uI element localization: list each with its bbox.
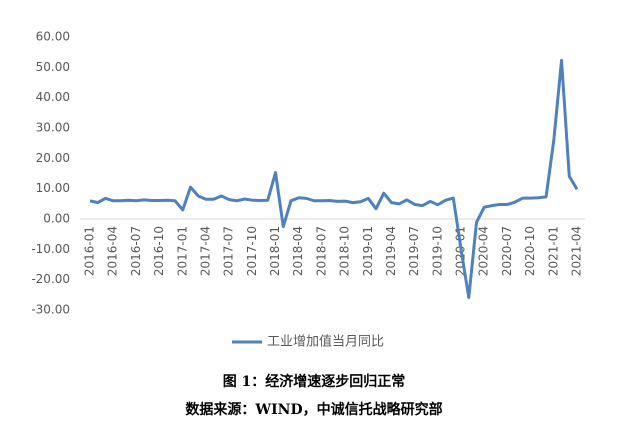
x-tick-label: 2020-07 bbox=[500, 226, 514, 276]
x-tick-label: 2019-07 bbox=[407, 226, 421, 276]
x-tick-label: 2021-01 bbox=[546, 226, 560, 276]
x-tick-label: 2019-01 bbox=[361, 226, 375, 276]
x-tick-label: 2016-01 bbox=[83, 226, 97, 276]
x-tick-label: 2016-07 bbox=[129, 226, 143, 276]
x-tick-label: 2019-10 bbox=[430, 226, 444, 276]
x-tick-label: 2018-10 bbox=[338, 226, 352, 276]
y-tick-label: -30.00 bbox=[31, 303, 70, 317]
line bbox=[89, 58, 579, 300]
x-tick-label: 2020-10 bbox=[523, 226, 537, 276]
x-tick-label: 2017-10 bbox=[245, 226, 259, 276]
y-tick-label: 10.00 bbox=[36, 181, 70, 195]
y-tick-label: -10.00 bbox=[31, 242, 70, 256]
y-tick-label: -20.00 bbox=[31, 272, 70, 286]
y-tick-label: 0.00 bbox=[43, 212, 70, 226]
x-tick-label: 2020-04 bbox=[477, 226, 491, 276]
y-tick-label: 60.00 bbox=[36, 30, 70, 44]
x-tick-label: 2018-04 bbox=[291, 226, 305, 276]
x-tick-label: 2019-04 bbox=[384, 226, 398, 276]
legend-label: 工业增加值当月同比 bbox=[267, 334, 384, 350]
x-tick-label: 2016-10 bbox=[152, 226, 166, 276]
x-tick-label: 2016-04 bbox=[106, 226, 120, 276]
x-tick-label: 2017-07 bbox=[222, 226, 236, 276]
y-tick-label: 20.00 bbox=[36, 151, 70, 165]
source: 数据来源：WIND，中诚信托战略研究部 bbox=[185, 401, 442, 418]
caption: 图 1：经济增速逐步回归正常 bbox=[223, 373, 406, 390]
y-tick-label: 40.00 bbox=[36, 90, 70, 104]
x-tick-label: 2017-01 bbox=[175, 226, 189, 276]
y-tick-label: 50.00 bbox=[36, 60, 70, 74]
x-tick-label: 2018-07 bbox=[314, 226, 328, 276]
y-tick-label: 30.00 bbox=[36, 121, 70, 135]
x-tick-label: 2017-04 bbox=[198, 226, 212, 276]
x-tick-label: 2018-01 bbox=[268, 226, 282, 276]
x-tick-label: 2021-04 bbox=[570, 226, 584, 276]
